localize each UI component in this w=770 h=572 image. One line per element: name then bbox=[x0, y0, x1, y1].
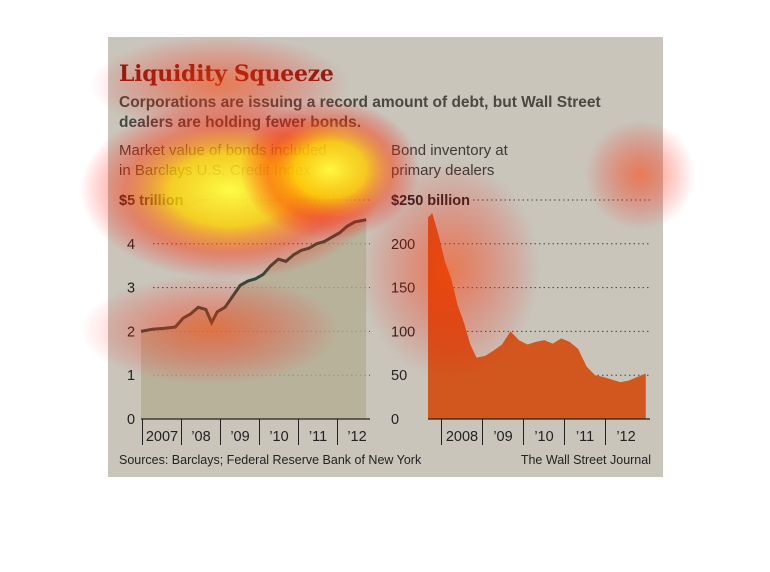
y-tick-label: 50 bbox=[391, 368, 407, 384]
y-tick-label: 0 bbox=[127, 412, 135, 428]
y-tick-label: 0 bbox=[391, 412, 399, 428]
chart-header-line: in Barclays U.S. Credit Index bbox=[119, 162, 311, 179]
y-tick-label: 200 bbox=[391, 237, 415, 253]
y-tick-label: 2 bbox=[127, 324, 135, 340]
series-area bbox=[141, 219, 367, 419]
chart-header-line: Bond inventory at bbox=[391, 142, 509, 159]
x-tick-label: 2007 bbox=[146, 429, 178, 445]
chart-title: Liquidity Squeeze bbox=[119, 61, 334, 87]
x-tick-label: 2008 bbox=[446, 429, 478, 445]
x-tick-label: ’10 bbox=[534, 429, 553, 445]
series-area bbox=[428, 213, 646, 419]
y-tick-label: 1 bbox=[127, 368, 135, 384]
chart-header-line: Market value of bonds included bbox=[119, 142, 327, 159]
x-tick-label: ’12 bbox=[347, 429, 366, 445]
chart-header-line: primary dealers bbox=[391, 162, 494, 179]
x-tick-label: ’08 bbox=[191, 429, 210, 445]
x-tick-label: ’09 bbox=[230, 429, 249, 445]
y-unit-label: $250 billion bbox=[391, 193, 470, 209]
left-chart: Market value of bonds included in Barclay… bbox=[119, 142, 370, 445]
x-tick-label: ’11 bbox=[576, 429, 594, 445]
x-tick-label: ’10 bbox=[269, 429, 288, 445]
right-chart: Bond inventory at primary dealers 0 50 100 15… bbox=[391, 142, 650, 445]
credit-note: The Wall Street Journal bbox=[521, 453, 651, 467]
y-tick-label: 4 bbox=[127, 237, 135, 253]
x-tick-label: ’11 bbox=[309, 429, 327, 445]
x-tick-label: ’12 bbox=[616, 429, 635, 445]
y-tick-label: 3 bbox=[127, 281, 135, 297]
y-tick-label: 100 bbox=[391, 324, 415, 340]
source-note: Sources: Barclays; Federal Reserve Bank … bbox=[119, 453, 422, 467]
x-tick-label: ’09 bbox=[493, 429, 512, 445]
y-tick-label: 150 bbox=[391, 281, 415, 297]
y-unit-label: $5 trillion bbox=[119, 193, 183, 209]
chart-card: Market value of bonds included in Barclay… bbox=[108, 37, 663, 477]
chart-subtitle: Corporations are issuing a record amount… bbox=[119, 94, 601, 131]
